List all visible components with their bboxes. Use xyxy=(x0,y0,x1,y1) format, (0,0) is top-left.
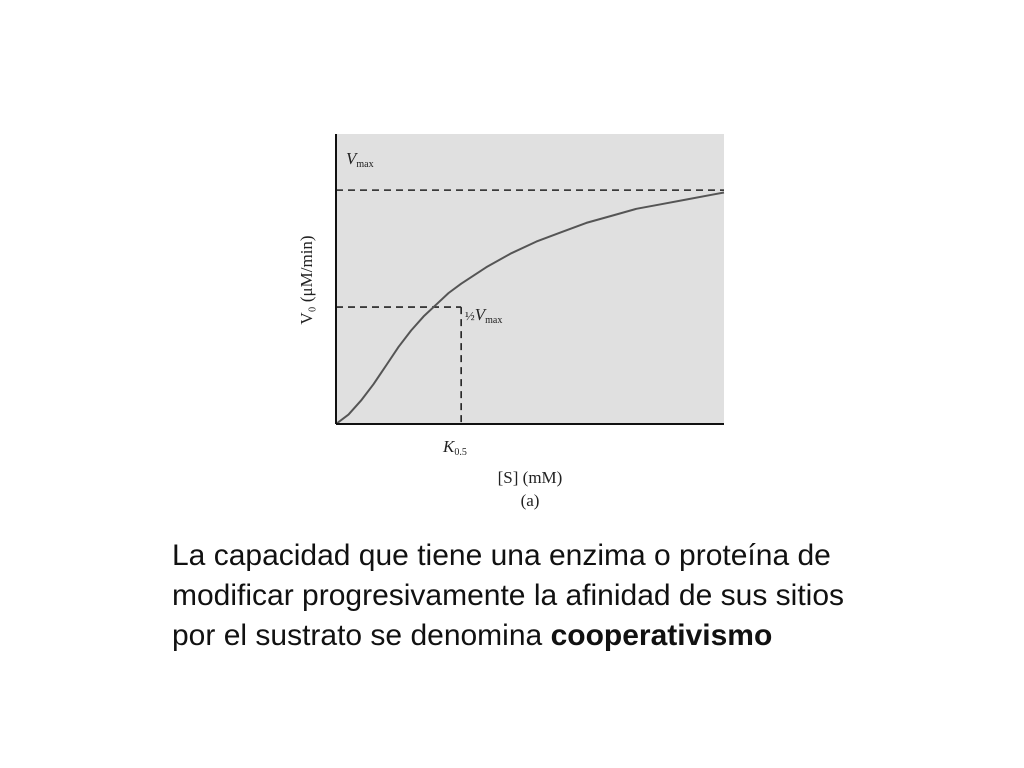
k05-label: K0.5 xyxy=(442,437,467,458)
x-axis-label: [S] (mM) xyxy=(498,468,563,487)
chart-figure: Vmax ½Vmax K0.5 V₀ (μM/min) [S] (mM) (a) xyxy=(297,134,725,510)
caption: La capacidad que tiene una enzima o prot… xyxy=(172,536,872,656)
y-axis-label: V₀ (μM/min) xyxy=(297,235,316,324)
plot-background xyxy=(336,134,724,424)
series-curve-0 xyxy=(335,191,725,425)
vmax-label: Vmax xyxy=(346,149,374,170)
half-vmax-label: ½Vmax xyxy=(465,305,502,326)
caption-keyword: cooperativismo xyxy=(550,619,773,652)
panel-label: (a) xyxy=(521,491,540,510)
caption-text: La capacidad que tiene una enzima o prot… xyxy=(172,539,844,652)
